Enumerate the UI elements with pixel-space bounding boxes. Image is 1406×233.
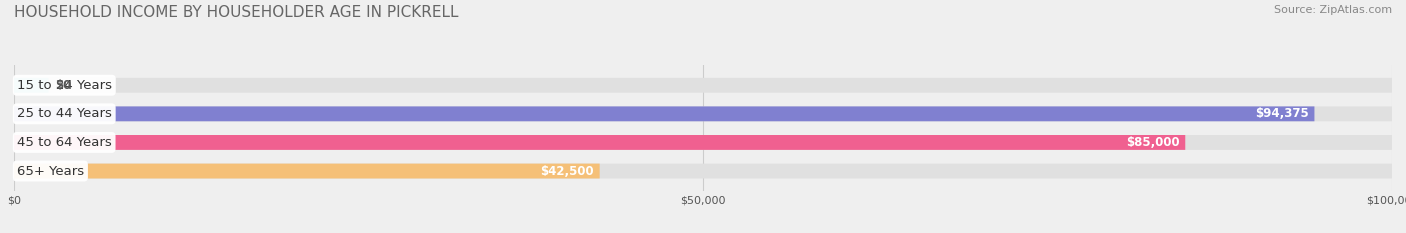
Text: 45 to 64 Years: 45 to 64 Years xyxy=(17,136,111,149)
Text: 25 to 44 Years: 25 to 44 Years xyxy=(17,107,111,120)
Text: 15 to 24 Years: 15 to 24 Years xyxy=(17,79,112,92)
Text: HOUSEHOLD INCOME BY HOUSEHOLDER AGE IN PICKRELL: HOUSEHOLD INCOME BY HOUSEHOLDER AGE IN P… xyxy=(14,5,458,20)
FancyBboxPatch shape xyxy=(14,106,1315,121)
Text: Source: ZipAtlas.com: Source: ZipAtlas.com xyxy=(1274,5,1392,15)
Text: $0: $0 xyxy=(55,79,72,92)
FancyBboxPatch shape xyxy=(14,78,1392,93)
FancyBboxPatch shape xyxy=(14,135,1185,150)
Text: 65+ Years: 65+ Years xyxy=(17,164,84,178)
FancyBboxPatch shape xyxy=(14,135,1392,150)
Text: $42,500: $42,500 xyxy=(540,164,595,178)
FancyBboxPatch shape xyxy=(14,78,48,93)
FancyBboxPatch shape xyxy=(14,164,1392,178)
FancyBboxPatch shape xyxy=(14,106,1392,121)
Text: $85,000: $85,000 xyxy=(1126,136,1180,149)
Text: $94,375: $94,375 xyxy=(1256,107,1309,120)
FancyBboxPatch shape xyxy=(14,164,600,178)
